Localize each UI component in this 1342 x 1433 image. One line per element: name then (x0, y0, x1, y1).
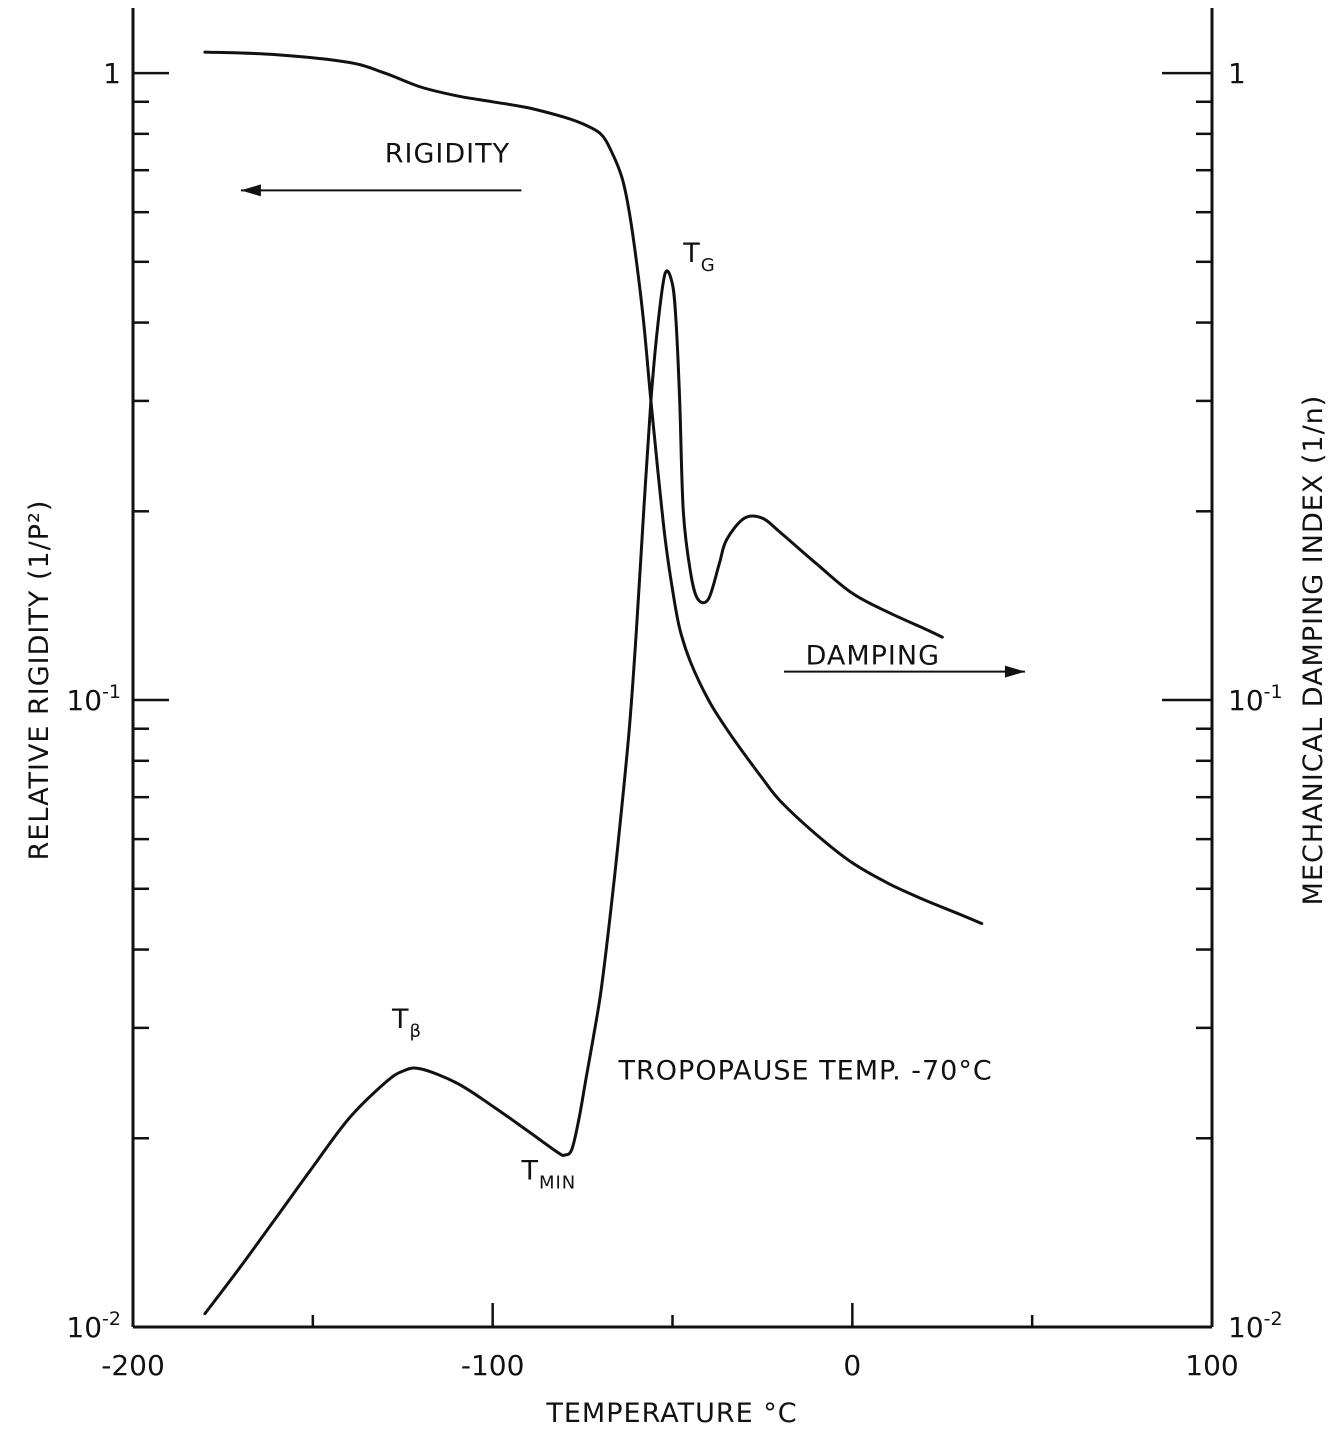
axes (131, 8, 1214, 1329)
x-tick-label: 0 (843, 1349, 861, 1382)
annotation-rigidity-arrow-head (240, 184, 261, 197)
left-y-tick-label: 10-2 (66, 1308, 121, 1344)
annotation-tmin-subscript: MIN (539, 1172, 576, 1193)
annotation-tbeta-subscript: β (409, 1021, 422, 1042)
annotation-tg-subscript: G (701, 255, 716, 276)
left-y-tick-label: 10-1 (66, 681, 121, 717)
right-y-tick-label: 10-1 (1228, 681, 1283, 717)
ticks (131, 71, 1214, 1329)
left-y-axis-title: RELATIVE RIGIDITY (1/P²) (24, 500, 55, 861)
x-tick-label: -100 (461, 1349, 525, 1382)
left-y-tick-label-exponent: -2 (102, 1308, 121, 1330)
tick-labels: -200 -100 0 100 1 10-1 10-2 1 10-1 10-2 (66, 57, 1282, 1382)
right-y-tick-label-exponent: -2 (1264, 1308, 1283, 1330)
annotation-damping-arrow-head (1004, 665, 1025, 678)
right-y-tick-label: 10-2 (1228, 1308, 1283, 1344)
damping-curve (203, 269, 944, 1316)
right-y-axis-title: MECHANICAL DAMPING INDEX (1/n) (1298, 395, 1329, 906)
x-tick-label: 100 (1185, 1349, 1238, 1382)
annotation-tbeta: Tβ (391, 1004, 422, 1042)
left-y-tick-label: 1 (103, 57, 121, 90)
x-tick-label: -200 (101, 1349, 165, 1382)
annotation-tropopause: TROPOPAUSE TEMP. -70°C (618, 1056, 993, 1087)
annotation-tmin: TMIN (520, 1155, 576, 1193)
series (203, 50, 984, 1316)
right-y-tick-label-exponent: -1 (1264, 681, 1283, 703)
left-y-tick-label-exponent: -1 (102, 681, 121, 703)
rigidity-curve (203, 50, 984, 926)
x-axis-title: TEMPERATURE °C (545, 1398, 797, 1429)
annotation-damping: DAMPING (806, 640, 940, 671)
annotation-tg: TG (682, 238, 715, 276)
right-y-tick-label: 1 (1228, 57, 1246, 90)
annotation-rigidity: RIGIDITY (385, 139, 510, 170)
